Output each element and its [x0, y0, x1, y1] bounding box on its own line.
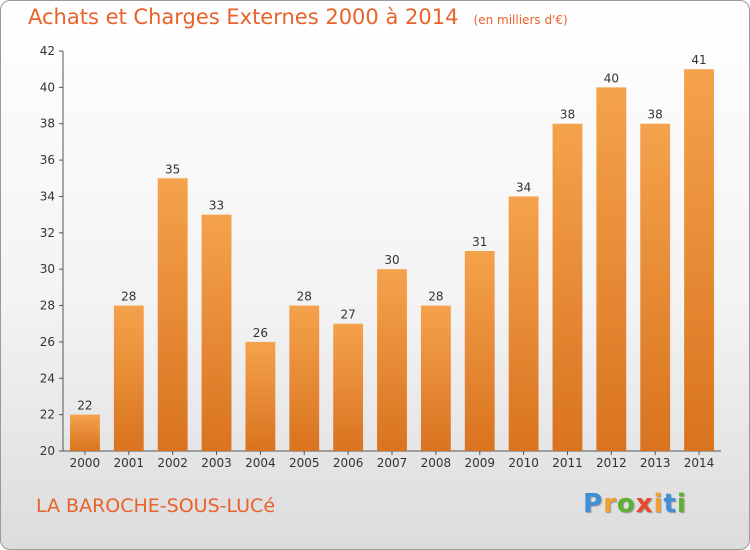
bars — [70, 69, 714, 452]
data-label: 30 — [384, 253, 399, 267]
data-label: 38 — [560, 108, 575, 122]
data-label: 28 — [428, 290, 443, 304]
bar — [640, 123, 671, 452]
bar — [289, 305, 320, 451]
chart-title: Achats et Charges Externes 2000 à 2014 — [28, 5, 459, 29]
x-tick-label: 2009 — [464, 456, 495, 470]
logo-letter: o — [616, 489, 636, 519]
bar — [596, 87, 627, 451]
logo-letter: x — [635, 489, 654, 519]
data-label: 35 — [165, 162, 180, 176]
y-tick-label: 24 — [40, 371, 55, 385]
x-tick-label: 2007 — [377, 456, 408, 470]
bar — [245, 341, 276, 451]
y-tick-label: 30 — [40, 262, 55, 276]
y-tick-label: 42 — [40, 44, 55, 58]
data-labels: 22 28 35 33 26 28 27 30 28 31 34 38 40 38 41 — [77, 53, 706, 412]
logo-letter: P — [583, 489, 604, 519]
bar — [377, 269, 407, 451]
bar — [420, 305, 451, 451]
bar — [464, 251, 495, 451]
x-tick-label: 2005 — [289, 456, 320, 470]
bar — [333, 323, 364, 451]
data-label: 41 — [691, 53, 706, 67]
x-tick-label: 2013 — [640, 456, 671, 470]
logo-letter: t — [663, 489, 677, 519]
title-row: Achats et Charges Externes 2000 à 2014 (… — [28, 5, 568, 29]
bar — [508, 196, 539, 451]
x-tick-label: 2012 — [596, 456, 627, 470]
data-label: 31 — [472, 235, 487, 249]
bar — [684, 69, 714, 451]
y-tick-label: 32 — [40, 226, 55, 240]
x-tick-label: 2001 — [114, 456, 145, 470]
y-tick-label: 38 — [40, 117, 55, 131]
x-tick-label: 2006 — [333, 456, 364, 470]
proxiti-logo: Proxiti — [583, 489, 687, 519]
data-label: 27 — [340, 308, 355, 322]
axes: 20 22 24 26 28 30 32 34 36 38 40 42 2000 2001 2002 2003… — [40, 44, 721, 470]
x-tick-label: 2003 — [201, 456, 232, 470]
chart-unit-note: (en milliers d'€) — [473, 13, 568, 27]
logo-letter: i — [676, 489, 687, 519]
logo-letter: i — [653, 489, 664, 519]
bar — [70, 414, 100, 451]
y-tick-label: 36 — [40, 153, 55, 167]
y-tick-label: 26 — [40, 335, 55, 349]
x-tick-label: 2000 — [70, 456, 101, 470]
x-tick-label: 2014 — [684, 456, 715, 470]
y-tick-label: 20 — [40, 444, 55, 458]
x-tick-label: 2002 — [157, 456, 188, 470]
data-label: 28 — [297, 290, 312, 304]
x-tick-label: 2004 — [245, 456, 276, 470]
bar — [201, 214, 232, 451]
data-label: 26 — [253, 326, 268, 340]
bar — [157, 178, 188, 452]
data-label: 28 — [121, 290, 136, 304]
data-label: 22 — [77, 399, 92, 413]
data-label: 34 — [516, 180, 531, 194]
logo-letter: r — [603, 489, 617, 519]
x-tick-label: 2008 — [421, 456, 452, 470]
commune-name: LA BAROCHE-SOUS-LUCé — [36, 495, 276, 517]
x-tick-label: 2010 — [508, 456, 539, 470]
data-label: 38 — [648, 108, 663, 122]
y-tick-label: 40 — [40, 80, 55, 94]
data-label: 40 — [604, 71, 619, 85]
bar — [113, 305, 144, 451]
y-tick-label: 22 — [40, 408, 55, 422]
y-tick-label: 28 — [40, 299, 55, 313]
data-label: 33 — [209, 199, 224, 213]
bar — [552, 123, 583, 452]
y-tick-label: 34 — [40, 189, 55, 203]
x-tick-label: 2011 — [552, 456, 583, 470]
